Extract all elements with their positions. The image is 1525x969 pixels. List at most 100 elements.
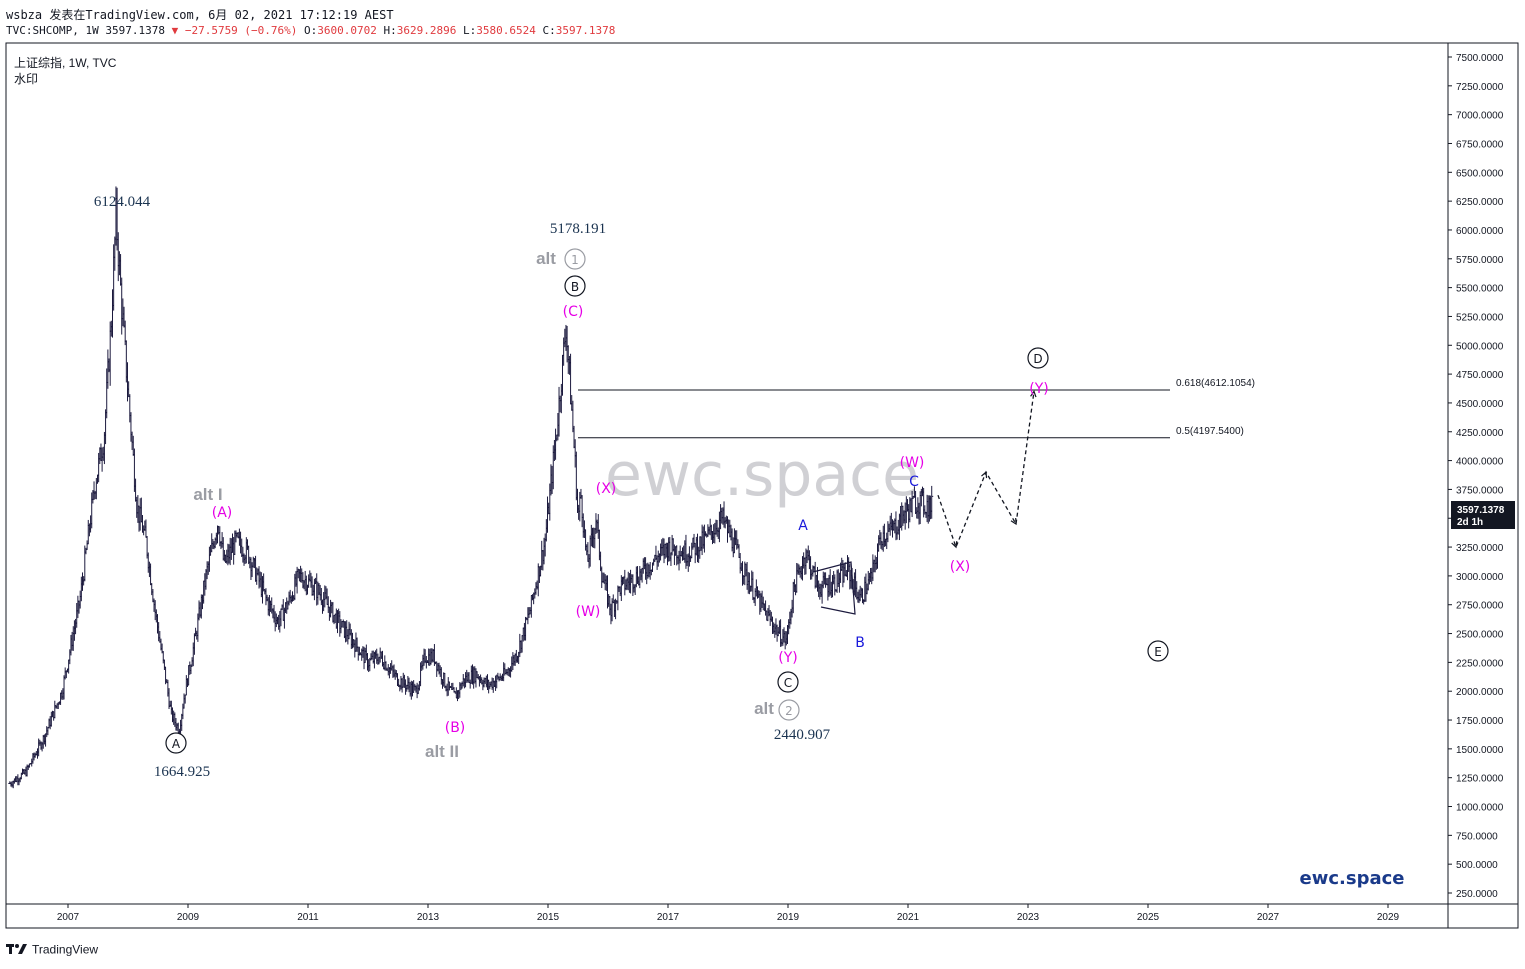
price-label-low-2008: 1664.925 bbox=[154, 764, 210, 780]
y-tick-label: 1000.0000 bbox=[1456, 803, 1504, 814]
y-tick-label: 4000.0000 bbox=[1456, 457, 1504, 468]
wave-label-W-2016: (W) bbox=[576, 604, 601, 620]
x-tick-label: 2029 bbox=[1377, 912, 1400, 923]
projection-line bbox=[937, 391, 1035, 549]
wave-label-small-A: A bbox=[798, 518, 808, 534]
fib-label: 0.618(4612.1054) bbox=[1176, 378, 1255, 389]
y-tick-label: 500.0000 bbox=[1456, 860, 1498, 871]
wave-circle-C: C bbox=[777, 671, 799, 693]
x-tick-label: 2013 bbox=[417, 912, 440, 923]
last-price: 3597.1378 bbox=[105, 24, 165, 37]
down-arrow-icon: ▼ bbox=[171, 24, 179, 37]
chart-frame bbox=[5, 42, 1519, 929]
wave-label-small-C: C bbox=[909, 474, 919, 490]
svg-text:2: 2 bbox=[785, 704, 793, 718]
svg-text:alt: alt bbox=[754, 699, 774, 718]
wave-circle-D: D bbox=[1027, 347, 1049, 369]
svg-text:B: B bbox=[571, 280, 579, 294]
y-tick-label: 7250.0000 bbox=[1456, 82, 1504, 93]
open-label: O: bbox=[304, 24, 318, 37]
brand-label: ewc.space bbox=[1300, 868, 1405, 889]
svg-text:A: A bbox=[172, 737, 181, 751]
wave-label-X-2016: (X) bbox=[596, 481, 617, 497]
price-axis[interactable]: 7500.0000 7250.0000 7000.0000 6750.0000 6500… bbox=[1448, 53, 1504, 900]
close-label: C: bbox=[542, 24, 556, 37]
tradingview-logo-icon bbox=[6, 942, 28, 959]
wave-label-small-B: B bbox=[855, 635, 865, 651]
wave-label-X-projected: (X) bbox=[950, 559, 971, 575]
y-tick-label: 3750.0000 bbox=[1456, 485, 1504, 496]
symbol-ohlc-line: TVC:SHCOMP, 1W 3597.1378 ▼ −27.5759 (−0.… bbox=[6, 24, 615, 37]
projection-arrowhead bbox=[951, 541, 958, 549]
low-label: L: bbox=[463, 24, 477, 37]
y-tick-label: 4500.0000 bbox=[1456, 399, 1504, 410]
y-tick-label: 1500.0000 bbox=[1456, 745, 1504, 756]
price-bars bbox=[8, 186, 934, 789]
svg-text:2d 1h: 2d 1h bbox=[1457, 517, 1483, 528]
x-tick-label: 2017 bbox=[657, 912, 680, 923]
close-value: 3597.1378 bbox=[555, 24, 616, 37]
x-tick-label: 2009 bbox=[177, 912, 200, 923]
alt-2-label: alt 2 bbox=[754, 699, 800, 721]
x-tick-label: 2021 bbox=[897, 912, 920, 923]
projection-path bbox=[937, 390, 1037, 549]
legend-watermark-label: 水印 bbox=[14, 72, 38, 86]
x-tick-label: 2025 bbox=[1137, 912, 1160, 923]
y-tick-label: 3250.0000 bbox=[1456, 543, 1504, 554]
fib-levels: 0.618(4612.1054) 0.5(4197.5400) bbox=[578, 378, 1255, 439]
projection-arrowhead bbox=[1010, 517, 1017, 526]
high-value: 3629.2896 bbox=[396, 24, 457, 37]
x-tick-label: 2023 bbox=[1017, 912, 1040, 923]
x-tick-label: 2019 bbox=[777, 912, 800, 923]
x-tick-label: 2007 bbox=[57, 912, 80, 923]
alt-II-label: alt II bbox=[425, 742, 459, 761]
y-tick-label: 2000.0000 bbox=[1456, 687, 1504, 698]
projection-arrowhead bbox=[981, 470, 988, 479]
alt-1-label: alt 1 bbox=[536, 248, 586, 270]
current-price-tag: 3597.1378 2d 1h bbox=[1451, 501, 1515, 529]
svg-text:E: E bbox=[1154, 645, 1162, 659]
watermark-text: ewc.space bbox=[605, 440, 919, 510]
y-tick-label: 2250.0000 bbox=[1456, 658, 1504, 669]
high-label: H: bbox=[383, 24, 397, 37]
y-tick-label: 6750.0000 bbox=[1456, 139, 1504, 150]
y-tick-label: 5250.0000 bbox=[1456, 312, 1504, 323]
publish-info: wsbza 发表在TradingView.com, 6月 02, 2021 17… bbox=[6, 8, 394, 22]
price-label-low-2019: 2440.907 bbox=[774, 727, 831, 743]
symbol-label: TVC:SHCOMP, 1W bbox=[6, 24, 99, 37]
wave-label-Y-2019: (Y) bbox=[778, 650, 797, 666]
y-tick-label: 3000.0000 bbox=[1456, 572, 1504, 583]
y-tick-label: 6250.0000 bbox=[1456, 197, 1504, 208]
y-tick-label: 7500.0000 bbox=[1456, 53, 1504, 64]
wave-circle-B: B bbox=[564, 275, 586, 297]
y-tick-label: 2750.0000 bbox=[1456, 601, 1504, 612]
tradingview-brand[interactable]: TradingView bbox=[32, 942, 99, 957]
y-tick-label: 4250.0000 bbox=[1456, 428, 1504, 439]
wave-circle-A: A bbox=[165, 732, 187, 754]
wave-label-C-paren: (C) bbox=[563, 304, 584, 320]
svg-text:3597.1378: 3597.1378 bbox=[1457, 505, 1505, 516]
y-tick-label: 4750.0000 bbox=[1456, 370, 1504, 381]
wave-label-A-paren: (A) bbox=[212, 505, 233, 521]
wave-label-W-2021: (W) bbox=[900, 455, 925, 471]
x-tick-label: 2027 bbox=[1257, 912, 1280, 923]
y-tick-label: 5750.0000 bbox=[1456, 255, 1504, 266]
y-tick-label: 750.0000 bbox=[1456, 831, 1498, 842]
y-tick-label: 7000.0000 bbox=[1456, 111, 1504, 122]
triangle-pattern bbox=[812, 561, 856, 615]
time-axis[interactable]: 2007 2009 2011 2013 2015 2017 2019 2021 2023 2025… bbox=[57, 904, 1400, 923]
price-change: −27.5759 (−0.76%) bbox=[184, 24, 298, 37]
legend-title: 上证综指, 1W, TVC bbox=[14, 55, 117, 70]
svg-text:alt: alt bbox=[536, 249, 556, 268]
y-tick-label: 2500.0000 bbox=[1456, 630, 1504, 641]
price-label-top-2015: 5178.191 bbox=[550, 221, 606, 237]
alt-I-label: alt I bbox=[193, 485, 222, 504]
x-tick-label: 2015 bbox=[537, 912, 560, 923]
y-tick-label: 6500.0000 bbox=[1456, 168, 1504, 179]
svg-text:C: C bbox=[784, 676, 792, 690]
y-tick-label: 1750.0000 bbox=[1456, 716, 1504, 727]
wave-circle-E: E bbox=[1147, 640, 1169, 662]
price-label-top-2007: 6124.044 bbox=[94, 194, 151, 210]
svg-text:D: D bbox=[1033, 352, 1042, 366]
